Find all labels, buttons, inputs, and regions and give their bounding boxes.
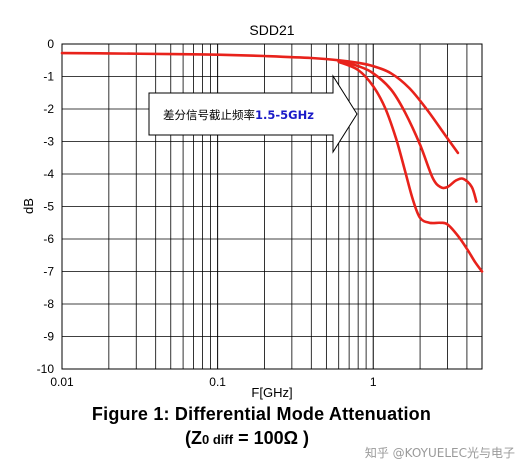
series-line-3 — [337, 60, 484, 273]
x-tick-label: 0.01 — [50, 375, 74, 389]
series-lines — [60, 51, 484, 273]
series-line-1 — [60, 51, 460, 155]
y-tick-label: -7 — [43, 265, 54, 279]
series-line-2 — [337, 59, 478, 203]
figure-caption: Figure 1: Differential Mode Attenuation — [91, 404, 432, 424]
annotation-callout: 差分信号截止频率1.5-5GHz — [148, 74, 358, 154]
y-tick-label: -3 — [43, 135, 54, 149]
y-tick-label: -4 — [43, 167, 54, 181]
x-tick-label: 0.1 — [209, 375, 226, 389]
y-axis-label: dB — [21, 198, 36, 214]
caption-open: (Z — [185, 428, 202, 448]
annotation-text: 差分信号截止频率1.5-5GHz — [163, 108, 314, 122]
y-tick-label: -8 — [43, 297, 54, 311]
annotation-highlight: 1.5-5GHz — [255, 108, 314, 122]
y-tick-label: -6 — [43, 232, 54, 246]
y-tick-label: -1 — [43, 70, 54, 84]
caption-subscript: 0 diff — [202, 432, 234, 447]
figure-caption-impedance: (Z0 diff = 100Ω ) — [185, 428, 345, 449]
y-tick-label: -2 — [43, 102, 54, 116]
axes: 0 -1 -2 -3 -4 -5 -6 -7 -8 -9 -100.01 0.1 1 — [37, 37, 377, 389]
annotation-prefix: 差分信号截止频率 — [163, 108, 255, 122]
y-tick-label: -5 — [43, 200, 54, 214]
y-tick-label: -9 — [43, 330, 54, 344]
caption-rest: = 100Ω ) — [233, 428, 310, 448]
y-tick-label: 0 — [47, 37, 54, 51]
sdd21-chart: 0 -1 -2 -3 -4 -5 -6 -7 -8 -9 -100.01 0.1 1 差分信号截止频率1… — [21, 22, 484, 400]
watermark: 知乎 @KOYUELEC光与电子 — [364, 446, 515, 460]
y-tick-label: -10 — [37, 362, 55, 376]
x-tick-label: 1 — [370, 375, 377, 389]
annotation-arrow — [148, 74, 358, 154]
x-axis-label: F[GHz] — [251, 385, 292, 400]
chart-title: SDD21 — [249, 22, 294, 38]
